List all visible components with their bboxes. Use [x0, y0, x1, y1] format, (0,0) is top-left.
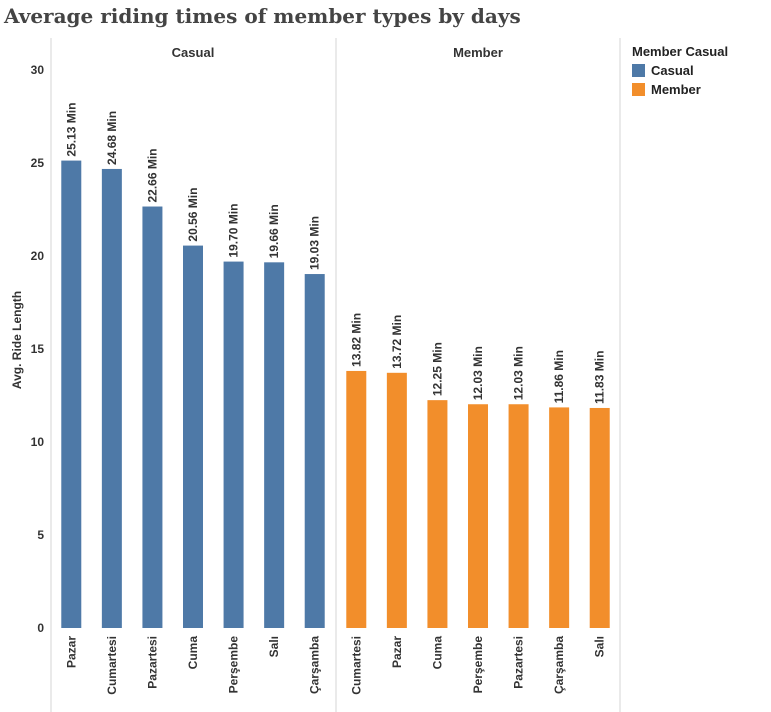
data-label: 19.03 Min [308, 216, 322, 270]
bar-member [468, 404, 488, 628]
y-tick-label: 25 [31, 156, 45, 170]
bar-member [549, 407, 570, 628]
bar-casual [61, 160, 82, 628]
data-label: 24.68 Min [105, 111, 119, 165]
y-tick-label: 30 [31, 63, 45, 77]
panel-header-casual: Casual [172, 45, 215, 60]
x-tick-label: Çarşamba [552, 636, 566, 694]
bar-casual [183, 245, 203, 629]
bar-casual [101, 168, 122, 628]
data-label: 19.70 Min [227, 204, 241, 258]
bar-member [508, 404, 529, 628]
bar-member [589, 407, 610, 628]
bar-member [386, 372, 407, 628]
panel-header-member: Member [453, 45, 503, 60]
x-tick-label: Cuma [186, 636, 200, 670]
y-tick-label: 0 [37, 621, 44, 635]
bar-casual [223, 261, 244, 628]
data-label: 13.72 Min [390, 315, 404, 369]
data-label: 19.66 Min [267, 204, 281, 258]
legend-title: Member Casual [632, 44, 729, 59]
x-tick-label: Perşembe [227, 636, 241, 694]
data-label: 13.82 Min [349, 313, 363, 367]
y-tick-label: 20 [31, 249, 45, 263]
bar-casual [304, 274, 325, 628]
data-label: 12.25 Min [430, 342, 444, 396]
y-tick-label: 5 [37, 528, 44, 542]
y-axis-label: Avg. Ride Length [10, 291, 24, 389]
x-tick-label: Pazar [64, 636, 78, 668]
x-tick-label: Perşembe [471, 636, 485, 694]
x-tick-label: Çarşamba [308, 636, 322, 694]
legend-swatch-casual [632, 64, 645, 77]
data-label: 11.86 Min [552, 350, 566, 403]
data-label: 12.03 Min [512, 346, 526, 400]
legend-swatch-member [632, 83, 645, 96]
bar-member [427, 400, 448, 628]
legend-item-casual[interactable]: Casual [632, 61, 728, 80]
data-label: 11.83 Min [593, 351, 607, 404]
x-tick-label: Pazartesi [145, 636, 159, 689]
x-tick-label: Salı [593, 636, 607, 657]
data-label: 25.13 Min [64, 103, 78, 157]
bar-member [346, 370, 367, 628]
legend: Member Casual Casual Member [632, 44, 728, 99]
y-tick-label: 10 [31, 435, 45, 449]
x-tick-label: Cumartesi [349, 636, 363, 695]
bar-casual [142, 206, 163, 629]
data-label: 20.56 Min [186, 188, 200, 242]
x-tick-label: Pazartesi [512, 636, 526, 689]
x-tick-label: Salı [267, 636, 281, 657]
x-tick-label: Cuma [430, 636, 444, 670]
y-tick-label: 15 [31, 342, 45, 356]
data-label: 12.03 Min [471, 346, 485, 400]
legend-item-member[interactable]: Member [632, 80, 728, 99]
data-label: 22.66 Min [145, 148, 159, 202]
legend-label-member: Member [651, 82, 701, 97]
chart-title: Average riding times of member types by … [4, 4, 521, 28]
legend-label-casual: Casual [651, 63, 694, 78]
x-tick-label: Cumartesi [105, 636, 119, 695]
x-tick-label: Pazar [390, 636, 404, 668]
bar-casual [264, 262, 285, 628]
